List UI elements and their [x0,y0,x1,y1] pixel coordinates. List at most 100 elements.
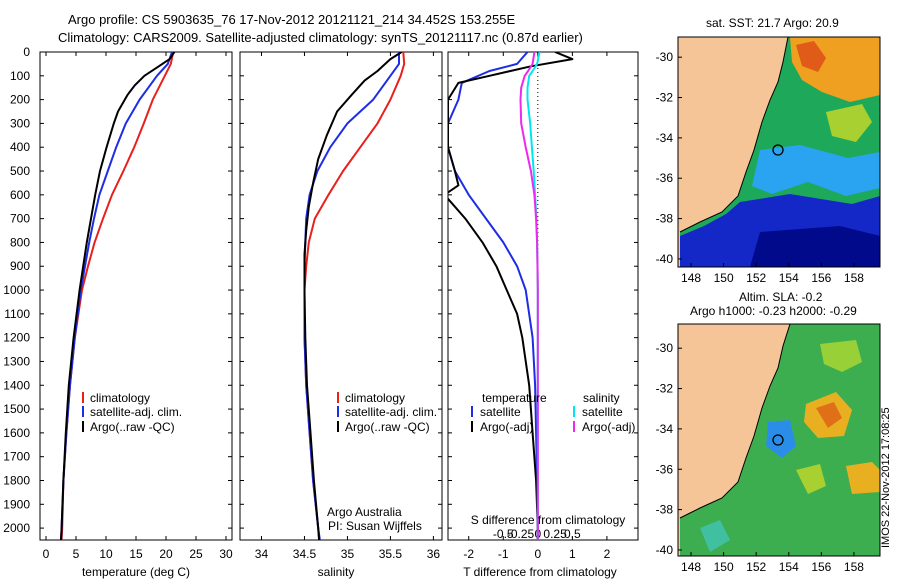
depth-tick-label: 600 [10,188,30,202]
sla-coastal-patch [700,520,730,552]
sla-map-lat-label: -32 [656,382,674,396]
sla-low-patch [766,420,796,458]
legend-label-satellite: satellite-adj. clim. [345,405,437,419]
sla-mid-patch-2 [796,464,826,494]
sst-map-lat-label: -32 [656,91,674,105]
difference-s-tick-label: 0.25 [543,527,567,541]
sst-map-lon-label: 148 [681,271,701,285]
sla-map-lon-label: 156 [811,560,831,574]
difference-legend: temperature salinity satellite Argo(-adj… [471,391,635,434]
depth-tick-label: 1500 [3,402,30,416]
legend-label-argo: Argo(..raw -QC) [90,420,175,434]
sla-map-title-2: Argo h1000: -0.23 h2000: -0.29 [690,304,857,318]
sst-map-frame [677,36,881,268]
sla-map-lat-label: -34 [656,422,674,436]
sla-map-frame [677,323,881,557]
salinity-axis-label: salinity [318,565,355,579]
legend-header-salinity: salinity [583,391,620,405]
sst-map-lat-label: -36 [656,171,674,185]
sla-high-patch-2 [846,462,880,494]
difference-panel-xtick-label: 0 [534,547,541,561]
salinity-panel-xtick-label: 35.5 [379,547,403,561]
legend-header-temperature: temperature [482,391,547,405]
salinity-panel-xtick-label: 34 [255,547,269,561]
t-difference-axis-label: T difference from climatology [463,565,617,579]
s-difference-axis-label: S difference from climatology [471,513,626,527]
sla-high-core [816,402,842,428]
salinity-legend: climatology satellite-adj. clim. Argo(..… [337,391,437,434]
temperature-panel-xtick-label: 10 [99,547,113,561]
legend-label-climatology: climatology [345,391,405,405]
sla-map-lat-label: -38 [656,503,674,517]
sst-map: sat. SST: 21.7 Argo: 20.9 [677,16,881,268]
legend-label-satellite: satellite-adj. clim. [90,405,182,419]
sst-mild-patch [826,104,872,142]
sla-coastline [679,324,791,519]
profile-title: Argo profile: CS 5903635_76 17-Nov-2012 … [68,12,516,27]
depth-tick-label: 200 [10,93,30,107]
salinity-panel-xtick-label: 34.5 [293,547,317,561]
depth-tick-label: 1300 [3,354,30,368]
climatology-title: Climatology: CARS2009. Satellite-adjuste… [58,30,583,45]
legend-label-s-satellite: satellite [582,405,623,419]
temperature-panel-frame [39,51,233,541]
temperature-panel-xtick-label: 15 [129,547,143,561]
difference-panel-xtick-label: -2 [463,547,474,561]
sla-map-lon-label: 148 [681,560,701,574]
sla-map: Altim. SLA: -0.2 Argo h1000: -0.23 h2000… [677,290,881,557]
legend-label-argo: Argo(..raw -QC) [345,420,430,434]
legend-label-s-argo: Argo(-adj) [582,420,635,434]
series-argo-raw-qc- [60,52,176,540]
pi-note: PI: Susan Wijffels [328,519,422,533]
sst-map-lon-label: 150 [714,271,734,285]
salinity-panel-series [303,52,406,540]
sla-map-lon-label: 150 [714,560,734,574]
sst-map-lat-label: -40 [656,252,674,266]
sla-map-title-1: Altim. SLA: -0.2 [739,290,823,304]
temperature-panel-xtick-label: 0 [43,547,50,561]
sst-map-title: sat. SST: 21.7 Argo: 20.9 [706,16,839,30]
depth-tick-label: 800 [10,235,30,249]
temperature-panel-series [60,52,176,540]
salinity-panel-frame [239,51,443,541]
series-argo-raw-qc- [303,52,403,540]
sst-coldest-water [750,226,880,267]
temperature-panel-xtick-label: 30 [219,547,233,561]
temperature-panel-xtick-label: 25 [189,547,203,561]
legend-label-t-argo: Argo(-adj) [480,420,533,434]
difference-panel-xtick-label: 1 [569,547,576,561]
sst-float-marker [772,144,784,156]
difference-panel-series [448,52,574,540]
depth-tick-label: 1400 [3,378,30,392]
salinity-panel-xtick-label: 36 [427,547,441,561]
sla-map-lon-label: 158 [844,560,864,574]
sst-map-lon-label: 152 [746,271,766,285]
imos-timestamp: IMOS 22-Nov-2012 17:08:25 [880,407,892,548]
sst-cool-band [752,145,880,196]
sst-map-lon-label: 158 [844,271,864,285]
sla-map-lon-label: 152 [746,560,766,574]
sst-map-lon-label: 156 [811,271,831,285]
difference-panel-frame [447,51,639,541]
salinity-panel-xtick-label: 35 [341,547,355,561]
depth-tick-label: 400 [10,140,30,154]
depth-tick-label: 1900 [3,497,30,511]
depth-tick-label: 900 [10,259,30,273]
sla-float-marker [772,434,784,446]
difference-panel-xtick-label: -1 [498,547,509,561]
legend-label-t-satellite: satellite [480,405,521,419]
difference-panel-xtick-label: 2 [604,547,611,561]
difference-s-tick-label: 0.5 [564,527,581,541]
temperature-panel-xtick-label: 20 [159,547,173,561]
sla-map-lat-label: -30 [656,341,674,355]
depth-tick-label: 1000 [3,283,30,297]
sla-map-lat-label: -36 [656,462,674,476]
sst-coastline [679,37,789,233]
series-salinity-argo-adj- [519,52,539,540]
sst-map-lat-label: -38 [656,212,674,226]
series-temperature-argo-adj- [448,52,574,540]
depth-tick-label: 300 [10,116,30,130]
depth-tick-label: 1700 [3,450,30,464]
depth-tick-label: 1100 [4,307,30,321]
